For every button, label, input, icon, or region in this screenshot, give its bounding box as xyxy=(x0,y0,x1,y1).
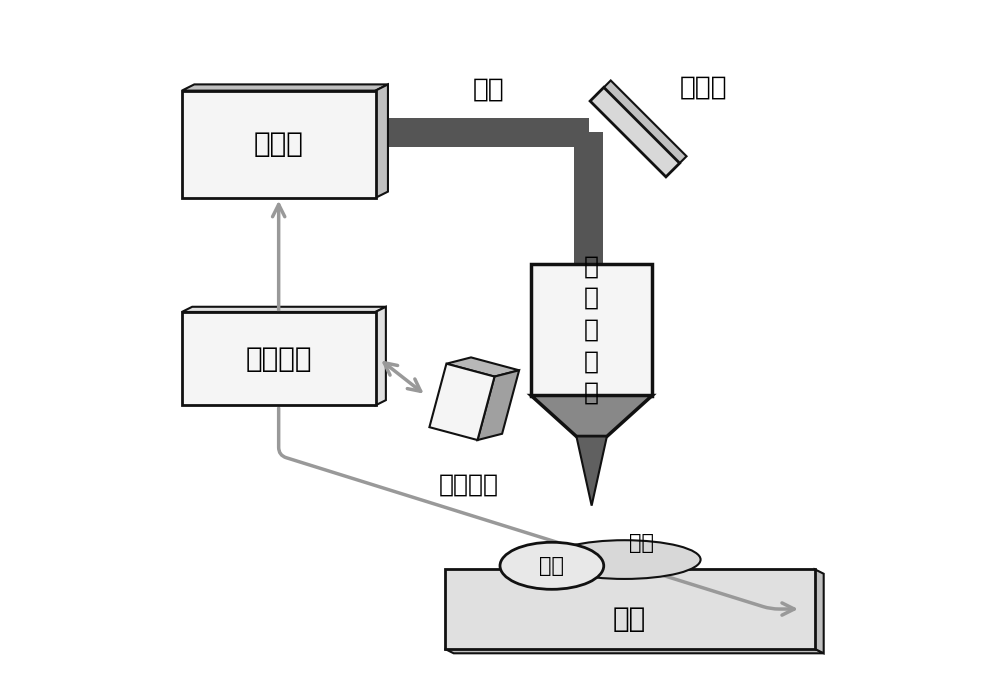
Polygon shape xyxy=(445,649,824,653)
Polygon shape xyxy=(446,358,519,377)
Text: 熔池: 熔池 xyxy=(539,556,564,576)
Text: 基体: 基体 xyxy=(613,605,646,633)
Bar xyxy=(574,132,603,263)
Bar xyxy=(182,90,376,198)
Bar xyxy=(182,312,376,405)
Polygon shape xyxy=(182,85,388,90)
Text: 数控系统: 数控系统 xyxy=(245,344,312,372)
Polygon shape xyxy=(376,85,388,198)
Text: 反射镜: 反射镜 xyxy=(680,74,727,100)
Polygon shape xyxy=(429,364,495,440)
Polygon shape xyxy=(182,307,386,312)
Polygon shape xyxy=(531,395,652,437)
Text: 激光器: 激光器 xyxy=(254,130,304,158)
Polygon shape xyxy=(815,569,824,653)
Polygon shape xyxy=(376,307,386,405)
Text: 激光: 激光 xyxy=(473,76,505,102)
Text: 位置监控: 位置监控 xyxy=(439,473,499,497)
Text: 粉体: 粉体 xyxy=(629,533,654,553)
Ellipse shape xyxy=(548,540,701,579)
Polygon shape xyxy=(576,437,607,505)
Bar xyxy=(376,118,589,147)
Text: 同
轴
工
作
头: 同 轴 工 作 头 xyxy=(584,254,599,405)
Polygon shape xyxy=(597,80,687,170)
Polygon shape xyxy=(478,370,519,440)
Bar xyxy=(531,263,652,395)
Bar xyxy=(445,569,815,649)
Polygon shape xyxy=(590,88,680,177)
Ellipse shape xyxy=(500,542,604,589)
